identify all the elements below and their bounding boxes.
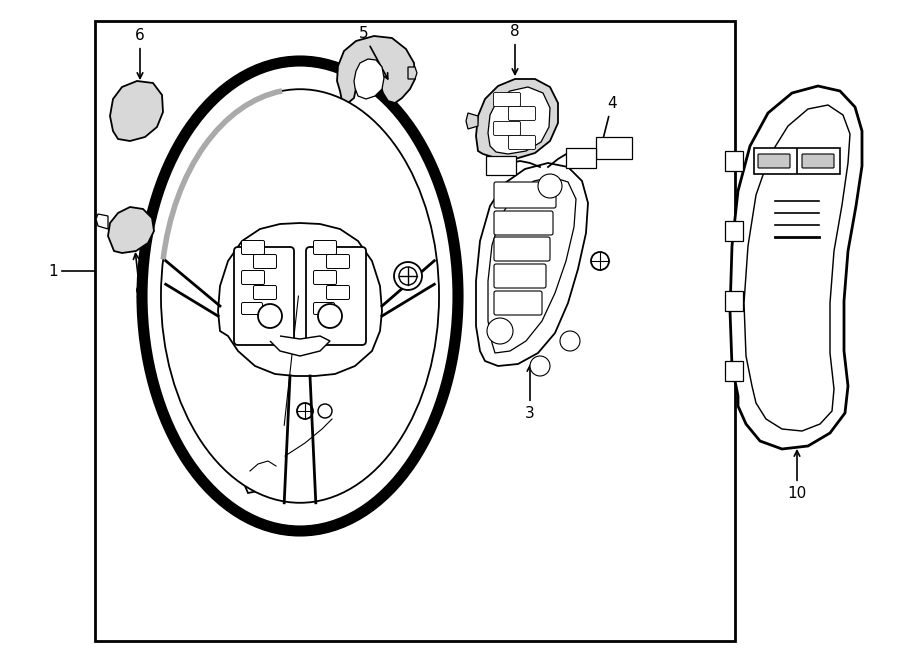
Polygon shape bbox=[408, 67, 417, 79]
FancyBboxPatch shape bbox=[725, 291, 743, 311]
Text: 7: 7 bbox=[292, 436, 380, 453]
Circle shape bbox=[399, 267, 417, 285]
FancyBboxPatch shape bbox=[596, 137, 632, 159]
Text: 3: 3 bbox=[525, 366, 535, 421]
Text: 1: 1 bbox=[49, 264, 58, 278]
Polygon shape bbox=[108, 207, 154, 253]
Circle shape bbox=[318, 404, 332, 418]
FancyBboxPatch shape bbox=[754, 148, 840, 174]
FancyBboxPatch shape bbox=[313, 270, 337, 284]
FancyBboxPatch shape bbox=[486, 156, 516, 175]
Text: 4: 4 bbox=[599, 96, 616, 147]
Polygon shape bbox=[488, 87, 550, 154]
Circle shape bbox=[297, 403, 313, 419]
Circle shape bbox=[318, 304, 342, 328]
FancyBboxPatch shape bbox=[241, 270, 265, 284]
FancyBboxPatch shape bbox=[95, 21, 735, 641]
FancyBboxPatch shape bbox=[327, 286, 349, 299]
Circle shape bbox=[258, 304, 282, 328]
Text: 5: 5 bbox=[358, 26, 388, 79]
Circle shape bbox=[560, 331, 580, 351]
Circle shape bbox=[530, 356, 550, 376]
Polygon shape bbox=[96, 214, 108, 229]
Polygon shape bbox=[337, 36, 415, 103]
FancyBboxPatch shape bbox=[725, 221, 743, 241]
FancyBboxPatch shape bbox=[494, 264, 546, 288]
Text: 10: 10 bbox=[788, 451, 806, 501]
Text: 6: 6 bbox=[135, 28, 145, 79]
FancyBboxPatch shape bbox=[494, 291, 542, 315]
Circle shape bbox=[487, 318, 513, 344]
Ellipse shape bbox=[161, 89, 439, 503]
FancyBboxPatch shape bbox=[566, 148, 596, 168]
FancyBboxPatch shape bbox=[493, 122, 520, 136]
Polygon shape bbox=[730, 86, 862, 449]
Polygon shape bbox=[282, 413, 340, 468]
Text: 8: 8 bbox=[510, 24, 520, 74]
Polygon shape bbox=[218, 223, 382, 376]
Polygon shape bbox=[476, 79, 558, 159]
FancyBboxPatch shape bbox=[313, 303, 335, 315]
Circle shape bbox=[394, 262, 422, 290]
FancyBboxPatch shape bbox=[493, 93, 520, 106]
FancyBboxPatch shape bbox=[494, 211, 553, 235]
FancyBboxPatch shape bbox=[508, 136, 536, 149]
FancyBboxPatch shape bbox=[306, 247, 366, 345]
FancyBboxPatch shape bbox=[241, 303, 263, 315]
Ellipse shape bbox=[142, 61, 458, 531]
FancyBboxPatch shape bbox=[327, 254, 349, 268]
Polygon shape bbox=[488, 177, 576, 353]
Polygon shape bbox=[238, 433, 284, 493]
FancyBboxPatch shape bbox=[234, 247, 294, 345]
Polygon shape bbox=[744, 105, 850, 431]
FancyBboxPatch shape bbox=[508, 106, 536, 120]
FancyBboxPatch shape bbox=[254, 254, 276, 268]
Polygon shape bbox=[476, 163, 588, 366]
FancyBboxPatch shape bbox=[725, 361, 743, 381]
Text: 9: 9 bbox=[133, 254, 145, 301]
Circle shape bbox=[591, 252, 609, 270]
FancyBboxPatch shape bbox=[725, 151, 743, 171]
FancyBboxPatch shape bbox=[313, 241, 337, 254]
Polygon shape bbox=[110, 81, 163, 141]
FancyBboxPatch shape bbox=[494, 237, 550, 261]
FancyBboxPatch shape bbox=[758, 154, 790, 168]
FancyBboxPatch shape bbox=[241, 241, 265, 254]
FancyBboxPatch shape bbox=[254, 286, 276, 299]
Polygon shape bbox=[270, 336, 330, 356]
Polygon shape bbox=[466, 113, 478, 129]
FancyBboxPatch shape bbox=[802, 154, 834, 168]
Circle shape bbox=[538, 174, 562, 198]
Polygon shape bbox=[354, 59, 384, 99]
FancyBboxPatch shape bbox=[494, 182, 556, 208]
Text: 2: 2 bbox=[403, 295, 413, 349]
